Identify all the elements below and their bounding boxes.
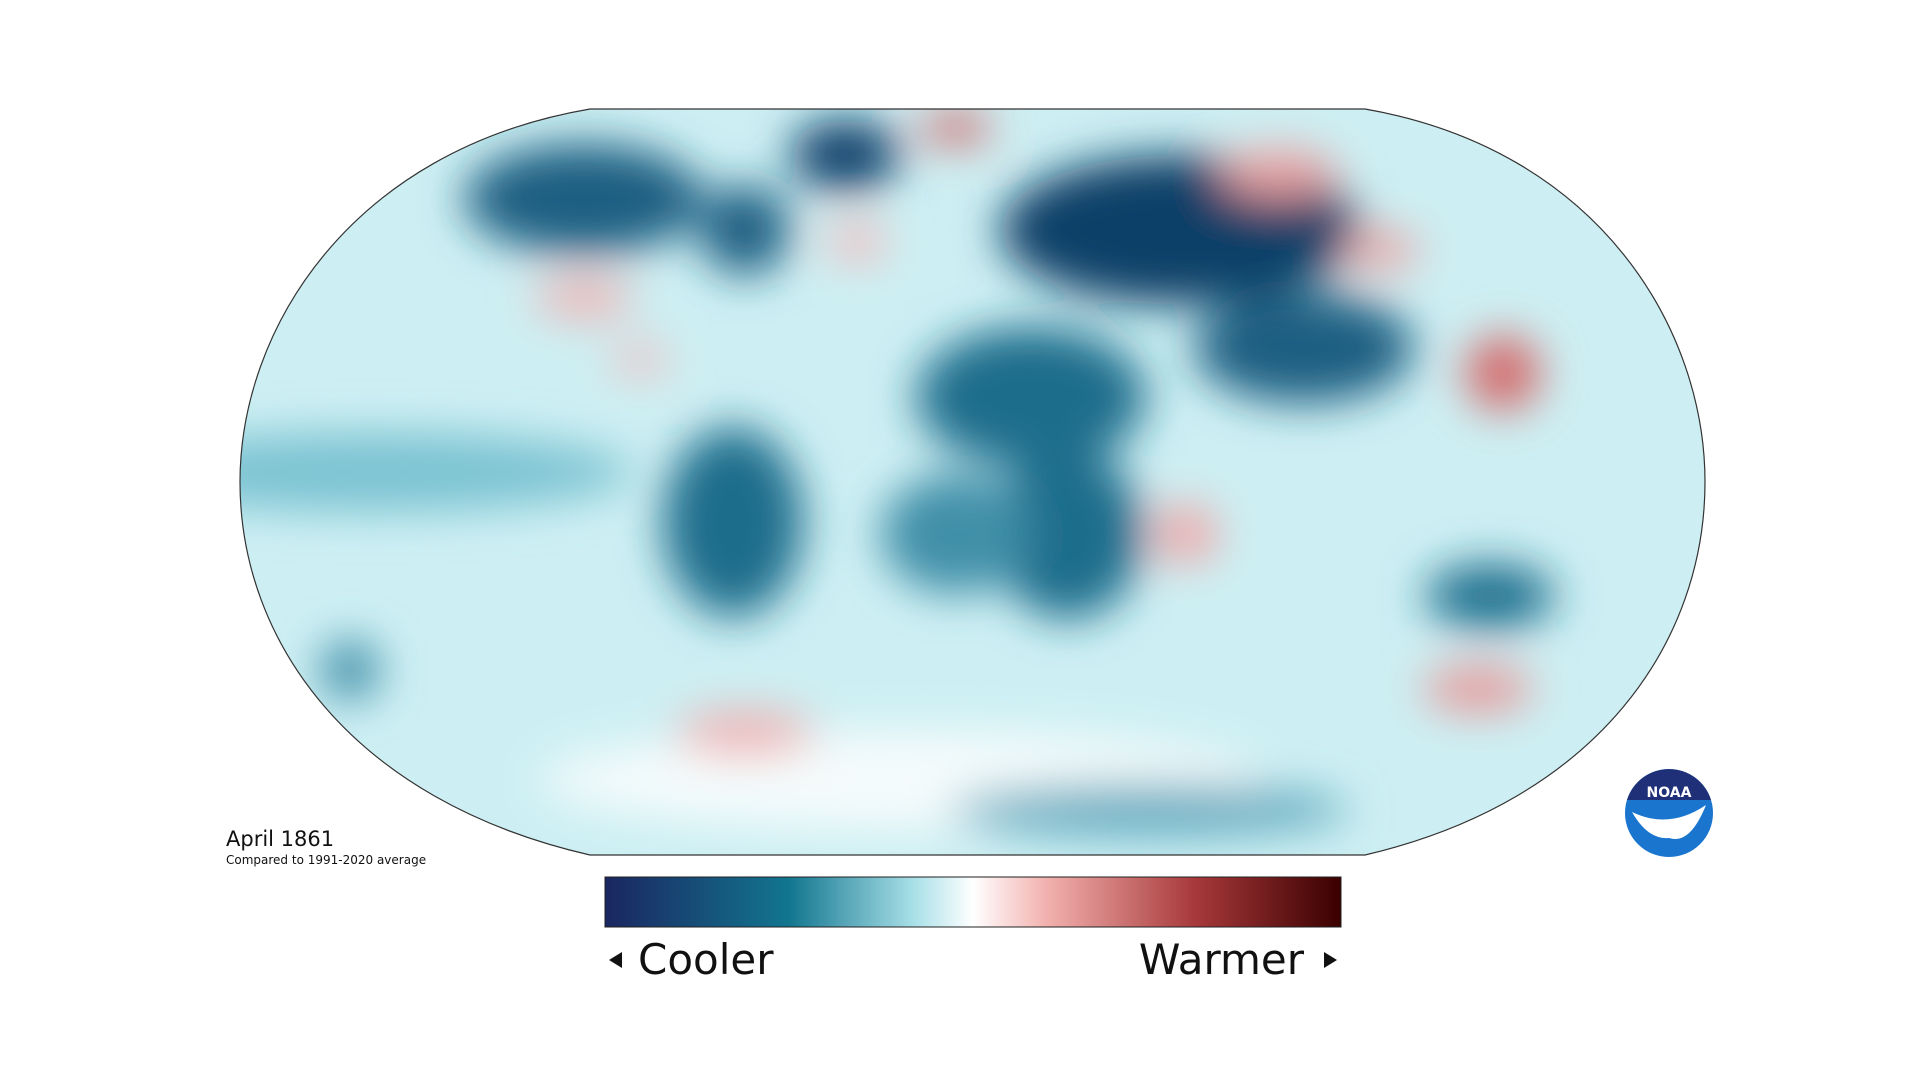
anomaly-blob — [881, 474, 1031, 594]
anomaly-blob — [1425, 564, 1555, 628]
anomaly-blob — [1194, 293, 1414, 403]
noaa-logo: NOAA — [1625, 769, 1713, 857]
anomaly-blob — [790, 120, 900, 190]
anomaly-blob — [1219, 149, 1339, 199]
anomaly-map — [240, 109, 1705, 855]
anomaly-blob — [240, 432, 633, 512]
anomaly-blob — [921, 112, 991, 144]
anomaly-blob — [916, 327, 1146, 467]
anomaly-blob — [675, 711, 815, 755]
legend-low-label: Cooler — [638, 935, 774, 984]
map-subtitle: Compared to 1991-2020 average — [226, 853, 426, 867]
anomaly-blob — [1465, 335, 1541, 411]
map-title: April 1861 — [226, 827, 334, 851]
anomaly-blob — [610, 345, 670, 375]
map-outline — [239, 108, 1706, 856]
anomaly-field — [240, 112, 1555, 835]
logo-text: NOAA — [1647, 785, 1692, 801]
cooler-arrow — [609, 952, 622, 968]
anomaly-blob — [1154, 504, 1218, 564]
logo-top — [1627, 769, 1711, 800]
anomaly-blob — [320, 640, 380, 700]
anomaly-blob — [663, 427, 803, 617]
anomaly-blob — [1423, 667, 1533, 711]
anomaly-blob — [1340, 230, 1420, 270]
anomaly-blob — [534, 278, 634, 318]
anomaly-blob — [464, 144, 704, 254]
anomaly-blob — [993, 449, 1143, 619]
legend-high-label: Warmer — [1139, 935, 1305, 984]
anomaly-blob — [950, 785, 1350, 835]
anomaly-blob — [700, 185, 790, 275]
logo-bird — [1632, 805, 1706, 840]
color-scale — [604, 876, 1342, 928]
warmer-arrow — [1324, 952, 1337, 968]
anomaly-blob — [827, 222, 887, 262]
